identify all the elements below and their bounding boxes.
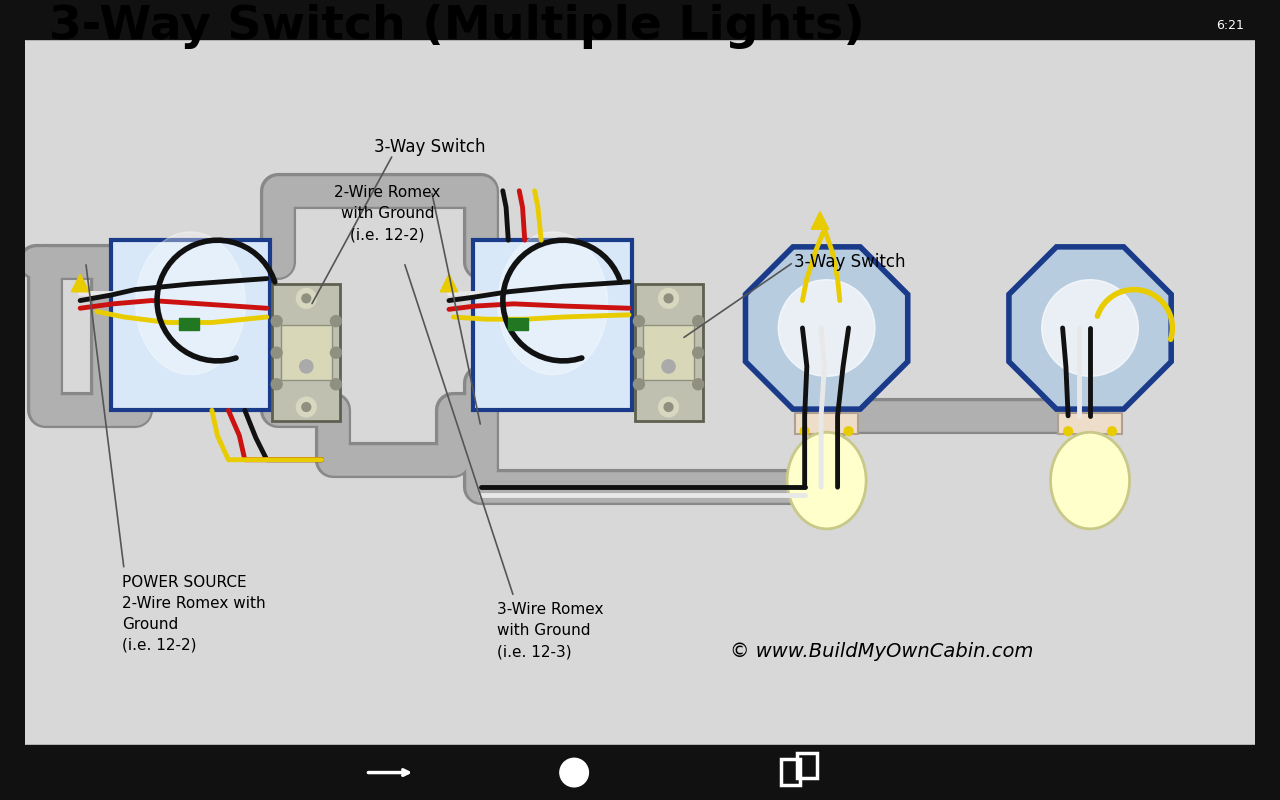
Bar [797,753,817,778]
Circle shape [800,426,809,435]
Ellipse shape [787,432,867,529]
Circle shape [659,289,678,308]
Bar [635,284,703,422]
Bar [26,39,1254,745]
Bar [26,745,1254,800]
Bar [508,318,529,330]
Bar [282,325,332,379]
Circle shape [271,378,282,390]
Text: 3-Way Switch: 3-Way Switch [374,138,486,156]
Circle shape [297,289,316,308]
Circle shape [1107,426,1116,435]
Circle shape [297,397,316,417]
Circle shape [659,397,678,417]
Circle shape [634,347,644,358]
Circle shape [300,360,312,373]
Polygon shape [72,274,90,292]
Circle shape [664,294,673,302]
Text: POWER SOURCE
2-Wire Romex with
Ground
(i.e. 12-2): POWER SOURCE 2-Wire Romex with Ground (i… [122,575,265,653]
Text: © www.BuildMyOwnCabin.com: © www.BuildMyOwnCabin.com [730,642,1033,662]
Text: 2-Wire Romex
with Ground
(i.e. 12-2): 2-Wire Romex with Ground (i.e. 12-2) [334,186,440,242]
Circle shape [302,402,311,411]
FancyBboxPatch shape [111,240,270,410]
Circle shape [1042,280,1138,376]
FancyBboxPatch shape [474,240,632,410]
Ellipse shape [136,232,246,374]
Circle shape [634,378,644,390]
Polygon shape [812,212,829,230]
Ellipse shape [1051,432,1129,529]
Circle shape [634,316,644,326]
Circle shape [330,316,342,326]
Circle shape [662,360,675,373]
Text: 3-Wire Romex
with Ground
(i.e. 12-3): 3-Wire Romex with Ground (i.e. 12-3) [498,602,604,659]
Circle shape [330,347,342,358]
Bar [179,318,198,330]
Bar [1101,10,1254,37]
FancyBboxPatch shape [1059,413,1121,434]
Circle shape [330,378,342,390]
Polygon shape [745,247,908,409]
Text: 3-Way Switch (Multiple Lights): 3-Way Switch (Multiple Lights) [50,4,865,49]
Circle shape [778,280,876,376]
Bar [781,759,800,785]
Circle shape [1064,426,1073,435]
Circle shape [559,758,589,787]
Circle shape [692,316,704,326]
Polygon shape [440,274,458,292]
Circle shape [845,426,852,435]
FancyBboxPatch shape [795,413,859,434]
Circle shape [692,378,704,390]
Polygon shape [1009,247,1171,409]
Bar [273,284,340,422]
Circle shape [302,294,311,302]
Ellipse shape [498,232,608,374]
Bar [644,325,694,379]
Circle shape [271,347,282,358]
Text: 6:21: 6:21 [1216,18,1244,31]
Circle shape [271,316,282,326]
Text: 3-Way Switch: 3-Way Switch [794,253,905,271]
Circle shape [692,347,704,358]
Bar [26,10,1254,39]
Circle shape [664,402,673,411]
